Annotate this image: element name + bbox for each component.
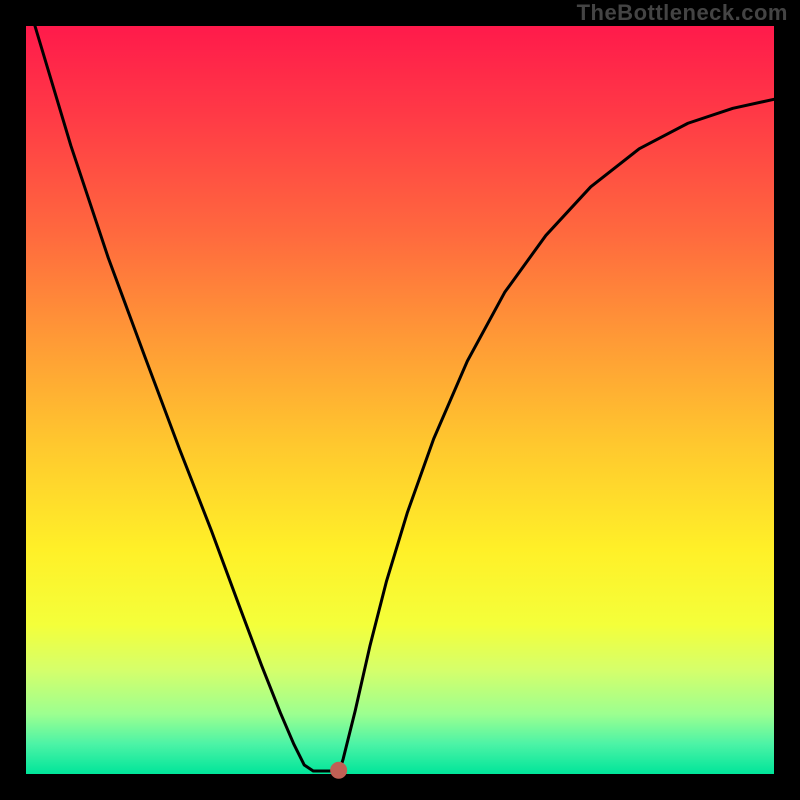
bottleneck-chart xyxy=(0,0,800,800)
watermark-text: TheBottleneck.com xyxy=(577,0,788,26)
optimum-marker xyxy=(331,762,347,778)
chart-frame: TheBottleneck.com xyxy=(0,0,800,800)
